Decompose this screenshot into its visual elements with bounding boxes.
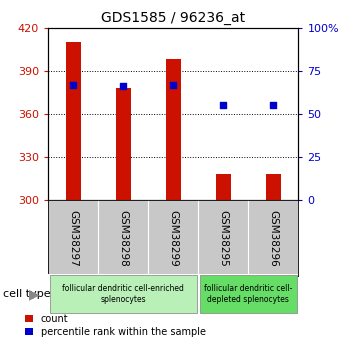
Text: GSM38297: GSM38297 bbox=[68, 210, 78, 266]
Bar bbox=[66, 42, 81, 200]
Bar bbox=[266, 174, 281, 200]
Text: GSM38299: GSM38299 bbox=[168, 210, 178, 266]
Text: GSM38298: GSM38298 bbox=[118, 210, 128, 266]
Point bbox=[170, 82, 176, 87]
Text: follicular dendritic cell-
depleted splenocytes: follicular dendritic cell- depleted sple… bbox=[204, 284, 293, 304]
Title: GDS1585 / 96236_at: GDS1585 / 96236_at bbox=[101, 11, 245, 25]
Text: ▶: ▶ bbox=[29, 287, 40, 301]
Bar bbox=[200, 275, 297, 313]
Bar bbox=[116, 88, 131, 200]
Bar bbox=[216, 174, 231, 200]
Text: follicular dendritic cell-enriched
splenocytes: follicular dendritic cell-enriched splen… bbox=[62, 284, 184, 304]
Bar bbox=[166, 59, 181, 200]
Text: cell type: cell type bbox=[3, 289, 51, 299]
Text: GSM38295: GSM38295 bbox=[218, 210, 228, 266]
Point bbox=[120, 83, 126, 89]
Legend: count, percentile rank within the sample: count, percentile rank within the sample bbox=[25, 314, 206, 337]
Point bbox=[221, 102, 226, 108]
Text: GSM38296: GSM38296 bbox=[268, 210, 279, 266]
Point bbox=[70, 82, 76, 87]
Point bbox=[271, 102, 276, 108]
Bar bbox=[49, 275, 197, 313]
